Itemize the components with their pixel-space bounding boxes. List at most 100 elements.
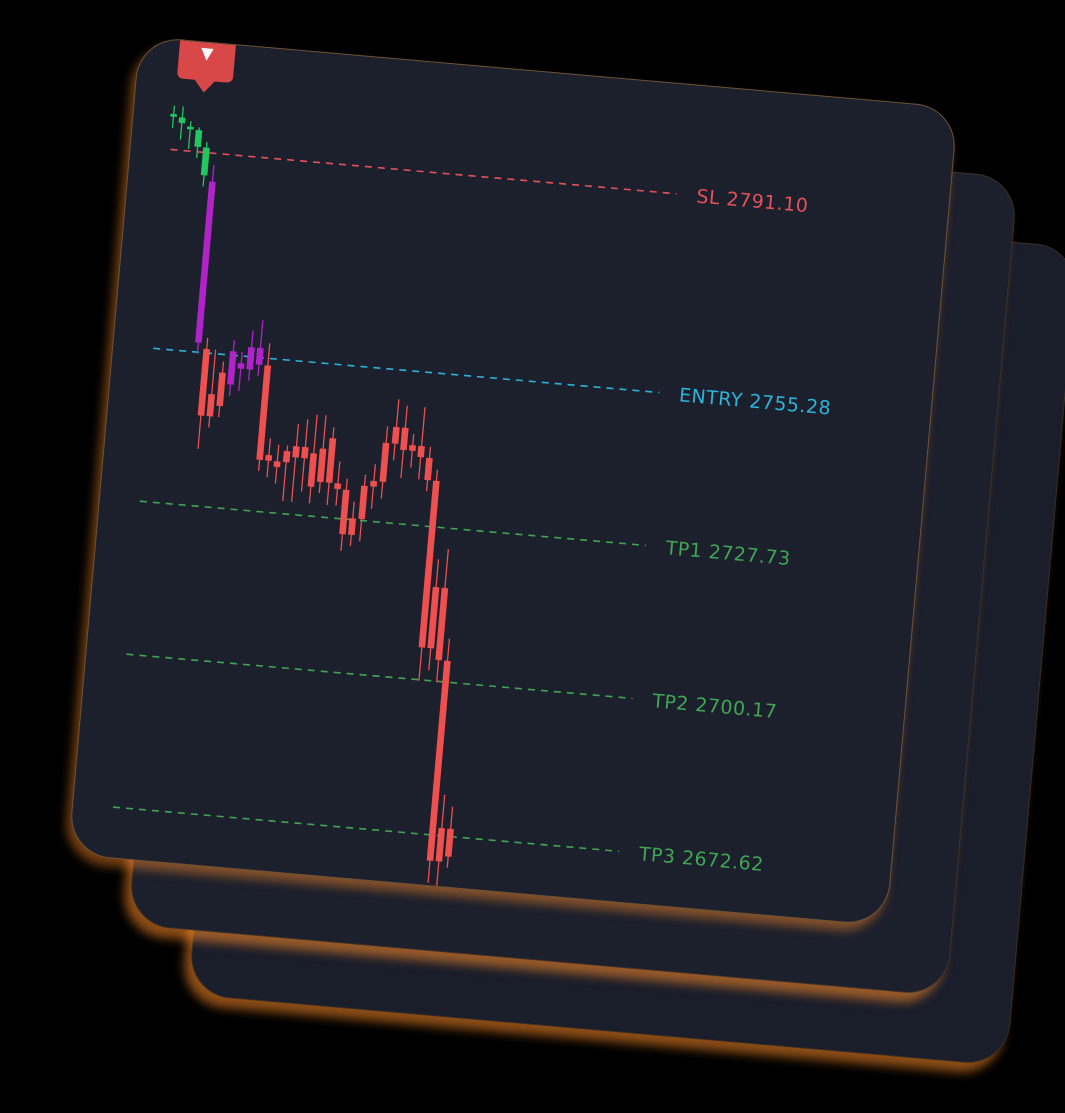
candle-body (301, 446, 309, 459)
candle-body (435, 827, 446, 862)
candle-body (408, 444, 417, 452)
candle-body (197, 348, 211, 416)
candle-body (418, 480, 440, 648)
candle-body (178, 117, 186, 124)
candle (290, 424, 300, 502)
candle (418, 469, 440, 681)
level-line-tp1 (139, 500, 646, 547)
candle (300, 419, 309, 492)
level-line-tp2 (126, 653, 633, 700)
candle (400, 405, 409, 478)
candle-body (194, 129, 203, 148)
candle (227, 340, 237, 396)
candle (170, 105, 177, 128)
candle-body (426, 660, 451, 861)
candle (200, 141, 210, 187)
candle (334, 461, 342, 506)
candle-body (237, 362, 245, 369)
candle-body (325, 437, 337, 483)
candle-body (186, 126, 194, 130)
candle-body (334, 483, 342, 490)
candle-body (339, 489, 350, 535)
candle-body (316, 448, 327, 483)
candle (408, 434, 417, 468)
candle-body (400, 427, 409, 451)
level-label-tp2: TP2 2700.17 (650, 690, 778, 723)
candle (339, 478, 350, 551)
candle-body (435, 587, 449, 661)
candle (391, 399, 400, 461)
candle-body (200, 147, 210, 176)
candle-body (358, 485, 368, 520)
candle (265, 438, 273, 478)
candle (273, 444, 281, 484)
candle-body (195, 181, 216, 343)
candle-body (391, 426, 400, 445)
candle-body (265, 454, 273, 461)
candle (347, 501, 357, 547)
candle-wick (290, 424, 300, 502)
candle (325, 427, 337, 505)
candle-wick (257, 320, 264, 376)
sell-signal-icon (177, 36, 237, 93)
level-line-entry (153, 347, 660, 394)
candle-body (273, 461, 281, 468)
candle (237, 351, 245, 391)
candle (195, 164, 216, 354)
level-label-tp1: TP1 2727.73 (664, 537, 792, 570)
candle-wick (187, 121, 192, 149)
candle (206, 349, 217, 428)
sell-signal-marker: ▼ (177, 36, 237, 93)
signal-chart-card: SL 2791.10 ENTRY 2755.28 TP1 2727.73 TP2 27… (67, 35, 959, 927)
candle-body (227, 350, 237, 385)
candle-body (347, 518, 357, 536)
candle-body (424, 457, 433, 481)
candle-body (216, 372, 226, 407)
candle (282, 445, 291, 502)
candle (256, 343, 272, 471)
candlestick-chart: SL 2791.10 ENTRY 2755.28 TP1 2727.73 TP2 27… (112, 36, 832, 890)
candle (426, 638, 451, 883)
candle (307, 414, 318, 504)
down-arrow-icon: ▼ (200, 43, 215, 63)
candle (186, 121, 194, 149)
candle-body (256, 365, 272, 461)
candle (370, 464, 378, 509)
candle (379, 426, 390, 499)
candle (255, 320, 264, 376)
candles (170, 105, 454, 890)
candle (194, 127, 203, 158)
candle-body (282, 450, 291, 463)
candle-body (427, 586, 440, 649)
candle (316, 415, 327, 494)
candle-wick (418, 407, 426, 480)
candle (246, 330, 255, 381)
level-label-sl: SL 2791.10 (696, 186, 810, 218)
price-levels: SL 2791.10 ENTRY 2755.28 TP1 2727.73 TP2 27… (112, 148, 832, 876)
candle-body (170, 113, 177, 118)
candle (417, 407, 426, 480)
candle-body (307, 453, 318, 487)
candle (197, 337, 211, 449)
candle (427, 559, 440, 671)
level-label-tp3: TP3 2672.62 (637, 843, 765, 876)
candle-body (417, 445, 425, 458)
candle-body (292, 445, 300, 458)
candle (424, 446, 433, 492)
level-label-entry: ENTRY 2755.28 (678, 384, 832, 419)
candle-wick (238, 351, 243, 391)
candle (435, 548, 449, 683)
level-line-tp3 (112, 806, 620, 853)
candle-body (255, 347, 264, 365)
candle (178, 106, 186, 140)
candle-body (370, 480, 378, 487)
candle-body (444, 828, 454, 857)
candle-body (246, 346, 255, 370)
candle-body (379, 442, 390, 483)
candle (435, 794, 446, 890)
candle (216, 361, 226, 418)
candle-body (206, 393, 216, 417)
level-line-sl (170, 148, 677, 195)
candle (444, 806, 454, 868)
